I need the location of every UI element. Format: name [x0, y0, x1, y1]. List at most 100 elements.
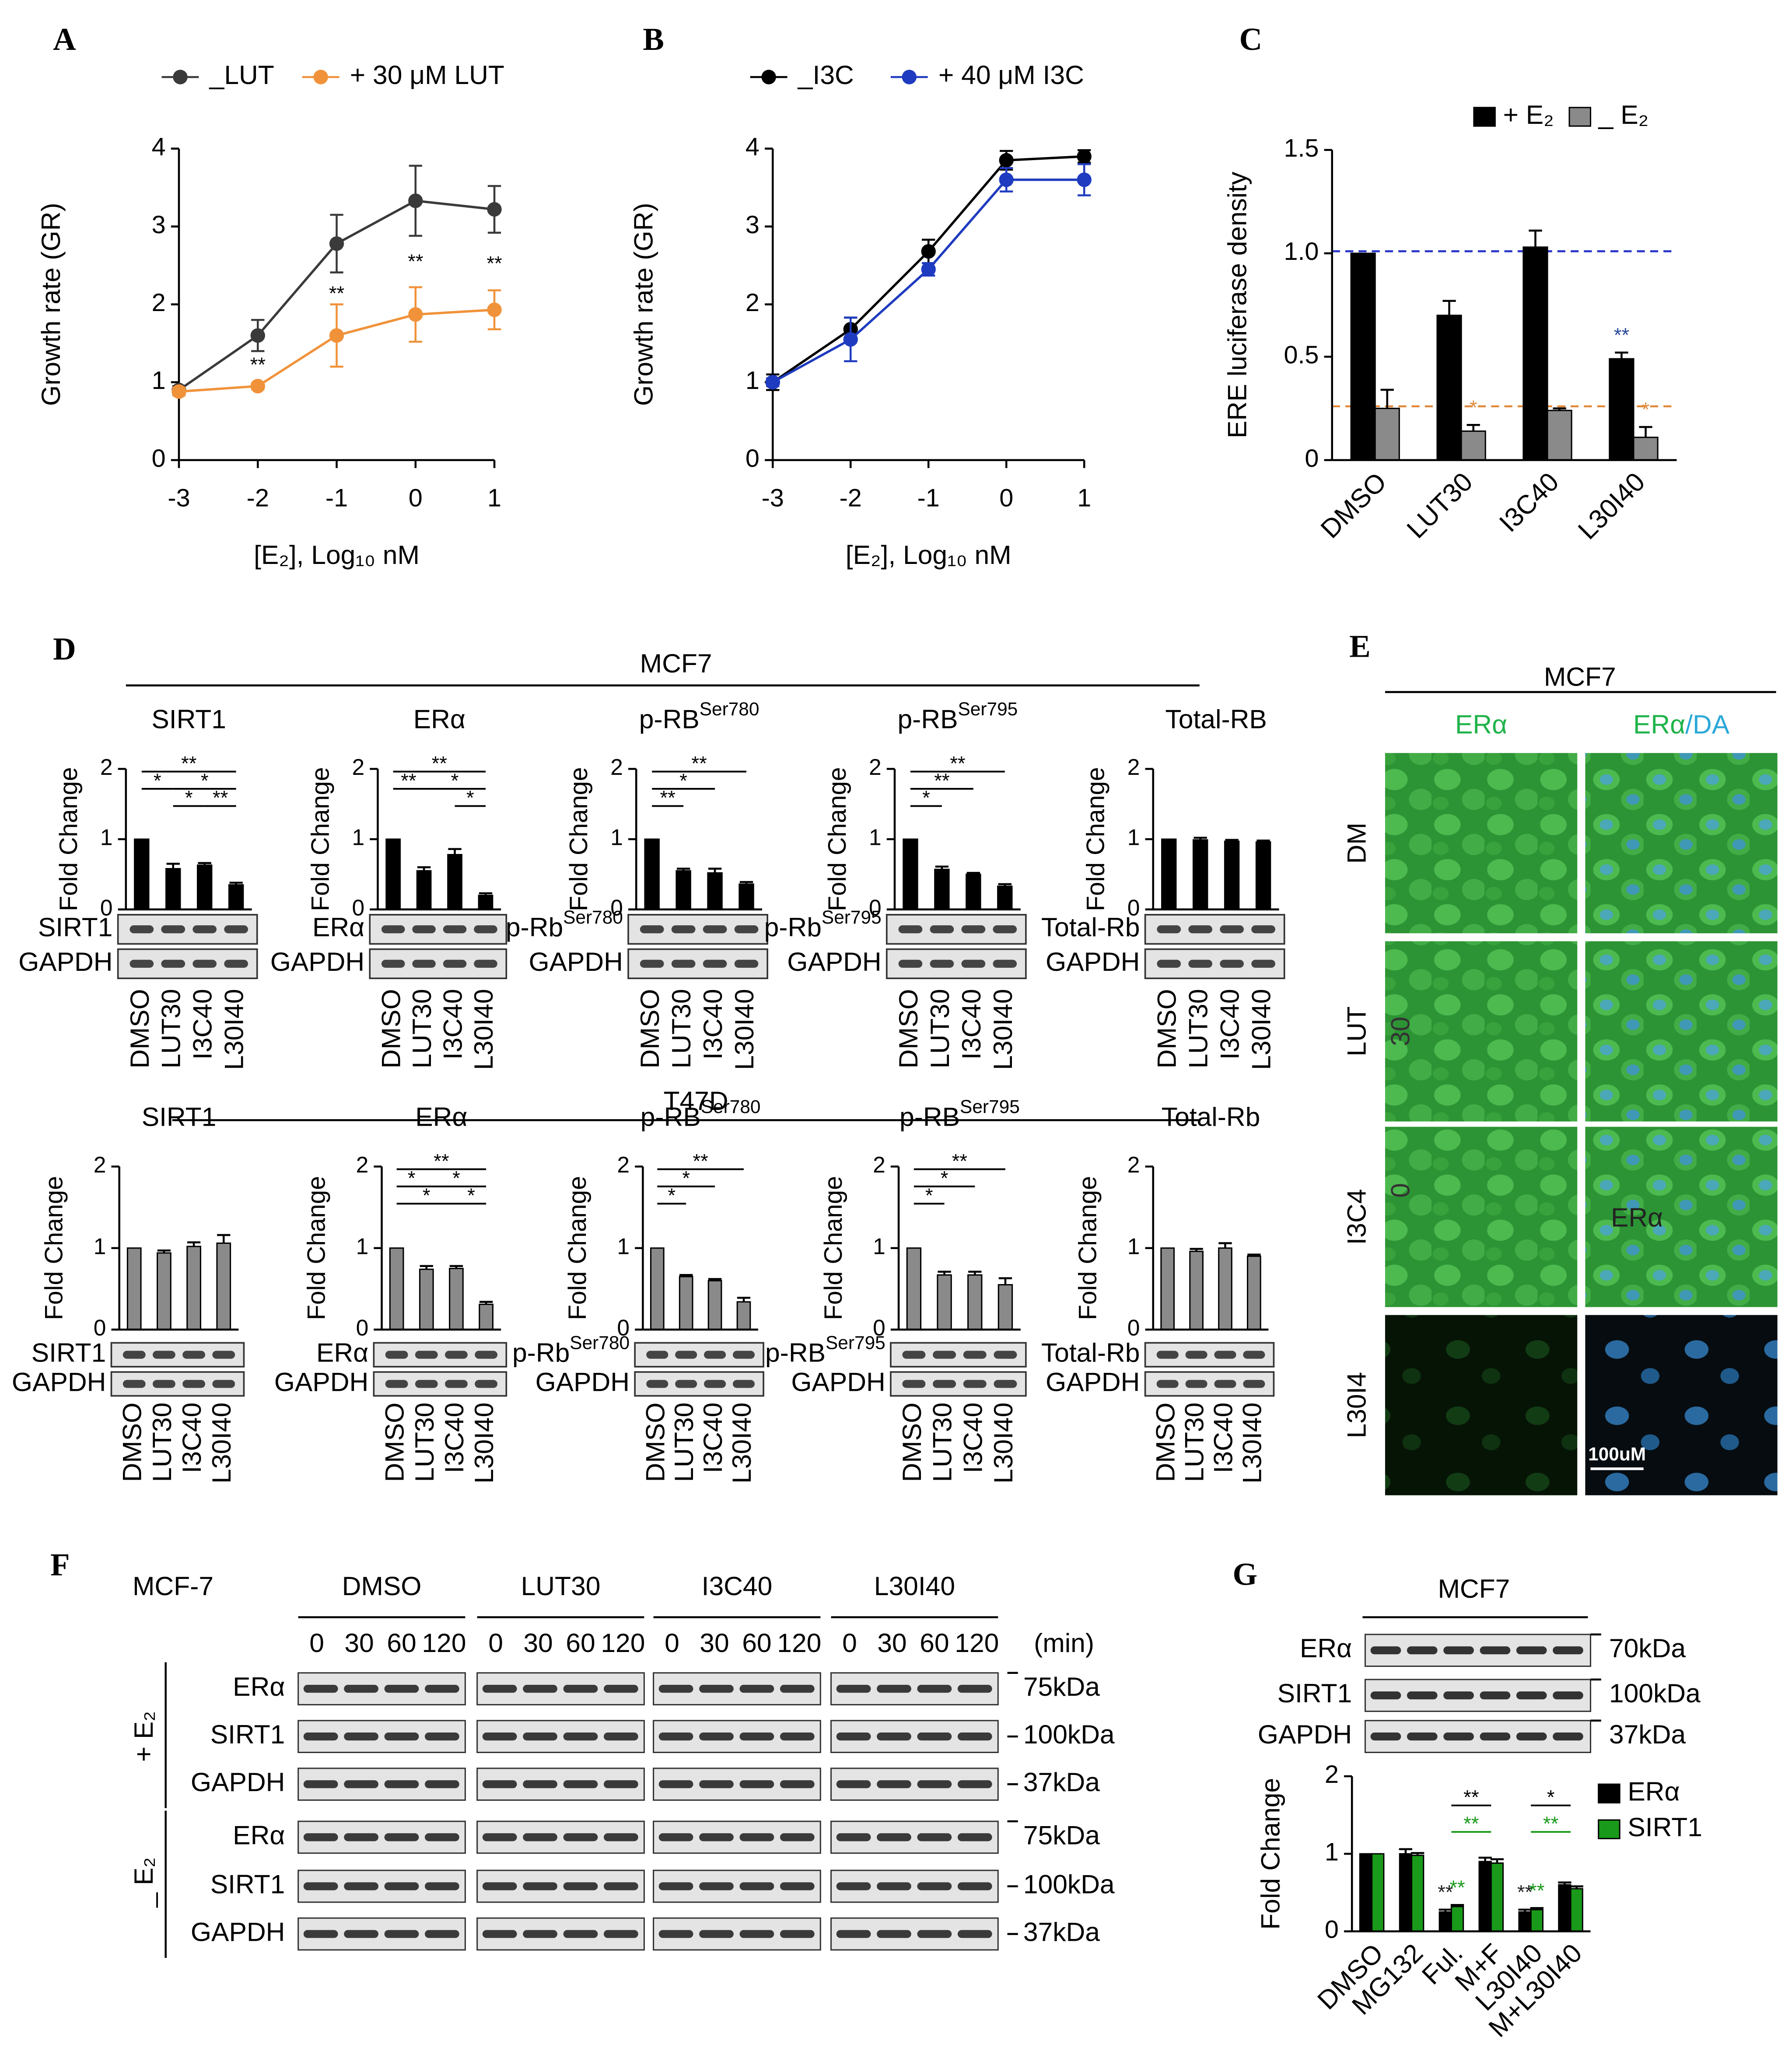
blot-band: [704, 1351, 726, 1359]
y-tick-label: 1: [356, 1233, 369, 1259]
legend-label: + 40 μM I3C: [938, 60, 1084, 90]
error-bar: [1518, 1908, 1532, 1912]
y-tick-label: 4: [152, 133, 166, 161]
bar: [644, 838, 660, 910]
blot-band: [1220, 959, 1244, 968]
y-axis-label: Fold Change: [823, 767, 851, 911]
blot-label: GAPDH: [270, 947, 364, 976]
time-label: 120: [955, 1628, 999, 1658]
lane-label: I3C40: [958, 1403, 987, 1474]
error-bar: [449, 1265, 463, 1269]
blot-band: [699, 1833, 734, 1841]
lane-label: I3C40: [177, 1403, 206, 1474]
blot-label: GAPDH: [12, 1367, 106, 1396]
error-bar: [1450, 1904, 1464, 1907]
bar: [186, 1246, 201, 1330]
blot-band: [898, 925, 923, 934]
error-bar: [1478, 1856, 1492, 1862]
error-bar: [1190, 1248, 1203, 1252]
bar: [738, 883, 754, 910]
y-tick-label: 1: [873, 1233, 886, 1259]
micrograph: [1585, 941, 1778, 1122]
blot-band: [192, 925, 217, 934]
bracket-label: *: [941, 1167, 948, 1190]
blot-band: [344, 1930, 378, 1938]
x-tick-label: 1: [487, 484, 501, 512]
y-tick-label: 0: [746, 444, 760, 472]
blot-band: [523, 1684, 557, 1693]
blot-band: [646, 1380, 668, 1388]
bar: [1633, 437, 1659, 461]
bar: [1371, 1853, 1385, 1932]
y-axis-label: Fold Change: [819, 1176, 847, 1320]
blot-band: [424, 1780, 459, 1788]
bracket-label: **: [691, 752, 707, 774]
blot-band: [122, 1380, 146, 1388]
bar: [650, 1247, 665, 1330]
blot-band: [780, 1780, 815, 1788]
cell-line: MCF7: [1544, 662, 1616, 692]
blot-band: [303, 1930, 338, 1938]
error-bar: [1570, 1885, 1583, 1889]
bar: [1399, 1853, 1413, 1932]
bracket-label: *: [682, 1167, 690, 1190]
bracket-label: *: [201, 770, 209, 792]
bar: [1438, 1911, 1452, 1932]
blot-band: [523, 1882, 557, 1890]
blot-band: [1214, 1351, 1236, 1359]
blot-band: [1407, 1691, 1438, 1700]
blot-band: [1480, 1646, 1511, 1655]
x-tick-label: -2: [840, 484, 862, 512]
size-label: 100kDa: [1609, 1678, 1701, 1708]
error-bar: [1399, 1848, 1413, 1854]
title-text: Total-RB: [1165, 704, 1267, 734]
blot-band: [780, 1930, 815, 1938]
y-tick-label: 2: [746, 289, 760, 317]
blot-band: [917, 1684, 952, 1693]
bar: [134, 838, 150, 910]
error-bar: [935, 865, 949, 870]
lane-label: LUT30: [156, 989, 186, 1068]
y-tick-label: 1: [617, 1233, 630, 1259]
bar: [966, 873, 981, 910]
bar: [998, 1284, 1013, 1330]
title-text: Total-Rb: [1162, 1102, 1260, 1131]
blot-band: [1243, 1380, 1265, 1388]
column-label: ERα: [1455, 710, 1507, 739]
time-label: 120: [601, 1628, 645, 1658]
bar: [1218, 1247, 1232, 1330]
overlay-text: 30: [1385, 1017, 1415, 1046]
blot-band: [384, 1882, 419, 1890]
y-tick-label: 2: [1127, 754, 1140, 780]
bar: [1374, 407, 1400, 461]
bar: [1160, 1247, 1175, 1330]
x-tick-label: -1: [917, 484, 940, 512]
y-axis-label: Fold Change: [306, 767, 334, 911]
bar: [1359, 1853, 1373, 1932]
error-bar: [968, 1270, 982, 1275]
blot-band: [1188, 925, 1213, 934]
blot-band: [344, 1882, 378, 1890]
time-label: 60: [387, 1628, 416, 1658]
y-axis-label: Fold Change: [564, 1176, 592, 1320]
y-tick-label: 3: [152, 211, 166, 239]
blot-label: GAPDH: [191, 1767, 285, 1797]
y-tick-label: 1: [352, 825, 364, 850]
blot-band: [424, 1684, 459, 1693]
blot-band: [957, 1780, 992, 1788]
blot-band: [658, 1732, 693, 1741]
chart-title: Total-Rb: [1162, 1102, 1260, 1131]
error-bar: [1225, 839, 1239, 841]
panel-label: F: [50, 1547, 70, 1582]
blot-band: [961, 959, 986, 968]
blot-band: [563, 1882, 598, 1890]
blot-band: [739, 1882, 774, 1890]
error-bar: [1639, 426, 1652, 438]
blot-band: [344, 1732, 378, 1741]
legend-label: _LUT: [209, 60, 274, 90]
legend-label: + E₂: [1503, 100, 1554, 130]
blot-label: GAPDH: [1046, 1367, 1140, 1396]
significance: **: [1517, 1881, 1533, 1904]
y-tick-label: 3: [746, 211, 760, 239]
